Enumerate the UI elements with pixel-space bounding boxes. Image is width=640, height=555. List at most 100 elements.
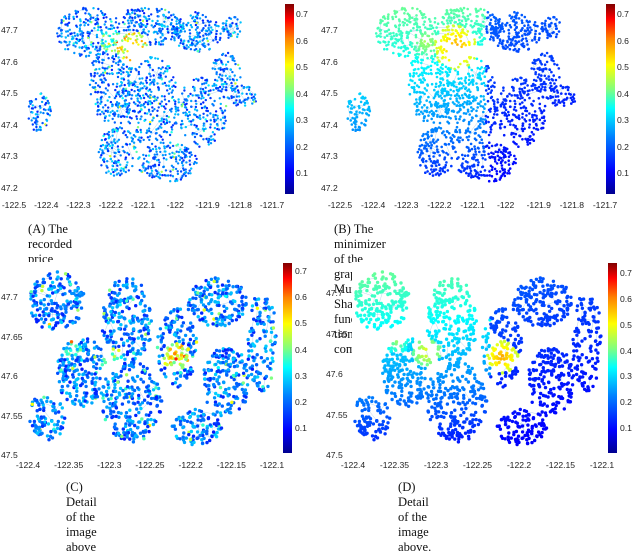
y-tick-label: 47.6 [1,58,18,67]
y-tick-label: 47.6 [321,58,338,67]
caption-c: (C) Detail of the image above [66,480,97,555]
colorbar-tick-label: 0.6 [295,293,307,302]
map-plot-c [27,262,279,452]
y-tick-label: 47.3 [321,152,338,161]
colorbar-tick-label: 0.7 [295,267,307,276]
colorbar-tick-label: 0.2 [620,398,632,407]
colorbar-tick-label: 0.3 [296,116,308,125]
y-tick-label: 47.65 [1,333,23,342]
x-tick-label: -122.2 [427,201,451,210]
colorbar-tick-label: 0.7 [620,269,632,278]
colorbar-tick-label: 0.2 [295,398,307,407]
colorbar-tick-label: 0.4 [295,346,307,355]
x-tick-label: -122.3 [97,461,121,470]
y-tick-label: 47.65 [326,330,348,339]
colorbar-d [608,263,617,453]
network-map-c [27,262,279,452]
colorbar-tick-label: 0.4 [617,90,629,99]
x-tick-label: -122.5 [2,201,26,210]
y-tick-label: 47.55 [326,411,348,420]
y-tick-label: 47.5 [1,89,18,98]
x-tick-label: -122.4 [361,201,385,210]
y-tick-label: 47.4 [1,121,18,130]
y-tick-label: 47.7 [326,289,343,298]
x-tick-label: -122.5 [328,201,352,210]
map-plot-b [346,2,600,196]
x-tick-label: -121.9 [195,201,219,210]
colorbar-tick-label: 0.3 [295,372,307,381]
y-tick-label: 47.6 [326,370,343,379]
x-tick-label: -121.7 [260,201,284,210]
y-tick-label: 47.2 [1,184,18,193]
x-tick-label: -122.4 [341,461,365,470]
x-tick-label: -122.1 [590,461,614,470]
x-tick-label: -122.1 [460,201,484,210]
y-tick-label: 47.5 [326,451,343,460]
x-tick-label: -122.3 [394,201,418,210]
colorbar-tick-label: 0.2 [296,143,308,152]
y-tick-label: 47.6 [1,372,18,381]
colorbar-tick-label: 0.7 [617,10,629,19]
x-tick-label: -122.25 [135,461,164,470]
colorbar-tick-label: 0.4 [296,90,308,99]
x-tick-label: -122.15 [217,461,246,470]
colorbar-tick-label: 0.6 [296,37,308,46]
x-tick-label: -122 [167,201,184,210]
x-tick-label: -122.35 [380,461,409,470]
y-tick-label: 47.7 [1,293,18,302]
colorbar-tick-label: 0.6 [620,295,632,304]
x-tick-label: -122 [497,201,514,210]
colorbar-tick-label: 0.4 [620,347,632,356]
graph-nodes [28,7,257,183]
x-tick-label: -122.25 [463,461,492,470]
colorbar-tick-label: 0.6 [617,37,629,46]
x-tick-label: -121.7 [593,201,617,210]
graph-nodes [353,270,602,446]
colorbar-tick-label: 0.1 [296,169,308,178]
caption-d: (D) Detail of the image above. [398,480,431,555]
y-tick-label: 47.55 [1,412,23,421]
network-map-a [27,2,281,196]
x-tick-label: -122.4 [16,461,40,470]
colorbar-a [285,4,294,194]
colorbar-tick-label: 0.1 [617,169,629,178]
y-tick-label: 47.7 [1,26,18,35]
graph-nodes [347,7,577,183]
colorbar-tick-label: 0.3 [620,372,632,381]
network-map-b [346,2,600,196]
y-tick-label: 47.5 [321,89,338,98]
map-plot-a [27,2,281,196]
colorbar-tick-label: 0.5 [620,321,632,330]
colorbar-tick-label: 0.7 [296,10,308,19]
colorbar-c [283,263,292,453]
map-plot-d [352,262,604,452]
colorbar-tick-label: 0.5 [296,63,308,72]
x-tick-label: -121.8 [228,201,252,210]
colorbar-tick-label: 0.5 [617,63,629,72]
x-tick-label: -122.15 [546,461,575,470]
y-tick-label: 47.5 [1,451,18,460]
y-tick-label: 47.2 [321,184,338,193]
x-tick-label: -122.2 [507,461,531,470]
graph-nodes [28,270,277,446]
colorbar-tick-label: 0.1 [295,424,307,433]
x-tick-label: -122.4 [34,201,58,210]
colorbar-tick-label: 0.1 [620,424,632,433]
x-tick-label: -122.1 [131,201,155,210]
x-tick-label: -122.35 [54,461,83,470]
colorbar-b [606,4,615,194]
x-tick-label: -121.8 [560,201,584,210]
x-tick-label: -121.9 [527,201,551,210]
x-tick-label: -122.1 [260,461,284,470]
colorbar-tick-label: 0.5 [295,319,307,328]
x-tick-label: -122.2 [178,461,202,470]
y-tick-label: 47.4 [321,121,338,130]
network-map-d [352,262,604,452]
colorbar-tick-label: 0.3 [617,116,629,125]
x-tick-label: -122.2 [99,201,123,210]
y-tick-label: 47.7 [321,26,338,35]
colorbar-tick-label: 0.2 [617,143,629,152]
y-tick-label: 47.3 [1,152,18,161]
x-tick-label: -122.3 [424,461,448,470]
x-tick-label: -122.3 [66,201,90,210]
